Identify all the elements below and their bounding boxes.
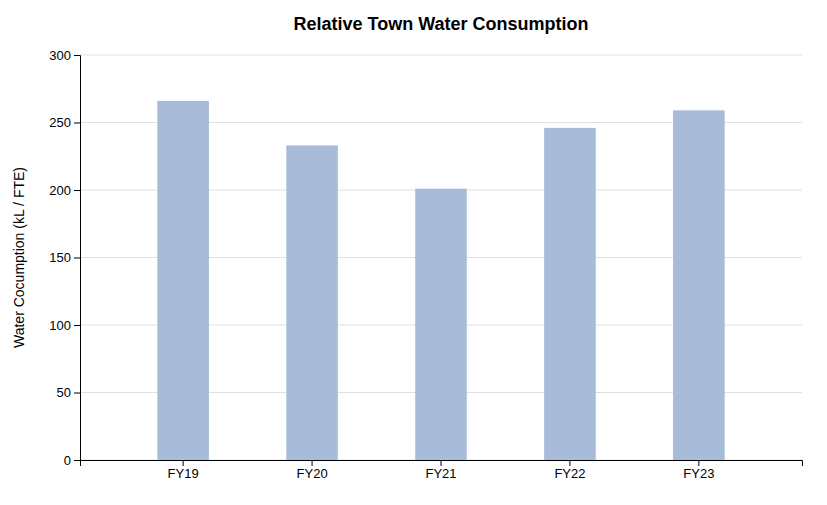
tick-mark: [698, 460, 699, 466]
tick-label: FY20: [297, 466, 328, 481]
tick: 200: [49, 183, 80, 198]
tick-label: 50: [57, 385, 71, 400]
tick-label: 250: [49, 115, 71, 130]
tick-label: FY21: [425, 466, 456, 481]
tick-mark: [312, 460, 313, 466]
tick: FY21: [425, 460, 456, 481]
tick-mark: [441, 460, 442, 466]
grid: [80, 55, 802, 460]
y-axis-title: Water Cocumption (kL / FTE): [11, 167, 27, 348]
bar: [544, 128, 596, 460]
tick-mark: [569, 460, 570, 466]
tick: FY23: [683, 460, 714, 481]
tick-mark: [183, 460, 184, 466]
bar: [157, 101, 209, 460]
tick-label: 200: [49, 183, 71, 198]
y-axis: 0 50 100 150 200 250 300: [49, 48, 80, 468]
tick-mark: [74, 123, 80, 124]
tick-mark: [74, 190, 80, 191]
bar: [673, 110, 725, 460]
tick-mark: [74, 393, 80, 394]
tick-label: FY22: [554, 466, 585, 481]
tick-label: 0: [64, 453, 71, 468]
tick: FY22: [554, 460, 585, 481]
tick-mark: [74, 460, 80, 461]
tick-label: 100: [49, 318, 71, 333]
tick-label: FY19: [168, 466, 199, 481]
tick-label: 300: [49, 48, 71, 63]
plot: FY19 FY20 FY21 FY22 FY23 0 50 100 150 200 250 300: [49, 48, 802, 482]
tick-mark: [74, 55, 80, 56]
axis-line: [74, 56, 81, 461]
tick-label: FY23: [683, 466, 714, 481]
tick: 0: [64, 453, 80, 468]
grid-line: [80, 55, 802, 56]
tick: 300: [49, 48, 80, 63]
tick: 250: [49, 115, 80, 130]
tick: FY19: [168, 460, 199, 481]
title: Relative Town Water Consumption: [293, 14, 588, 34]
tick-mark: [74, 325, 80, 326]
tick: 50: [57, 385, 80, 400]
tick: 150: [49, 250, 80, 265]
tick-mark: [74, 258, 80, 259]
chart: Relative Town Water ConsumptionFY19FY20F…: [0, 0, 827, 505]
bar: [286, 145, 338, 460]
tick: 100: [49, 318, 80, 333]
bar: [415, 189, 467, 460]
tick: FY20: [297, 460, 328, 481]
x-axis: FY19 FY20 FY21 FY22 FY23: [81, 460, 803, 481]
axis-line: [81, 461, 803, 467]
tick-label: 150: [49, 250, 71, 265]
bars: [157, 101, 724, 460]
